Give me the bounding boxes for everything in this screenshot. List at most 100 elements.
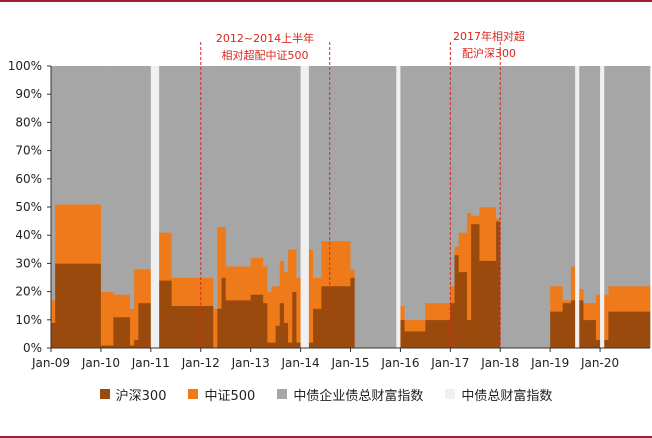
area-segment-zz500 xyxy=(466,212,472,321)
area-segment-corp xyxy=(529,66,534,349)
area-segment-corp xyxy=(59,66,64,205)
area-segment-corp xyxy=(204,66,210,278)
top-border xyxy=(0,0,652,2)
area-segment-zz500 xyxy=(629,285,651,312)
x-tick-label: Jan-14 xyxy=(281,356,320,370)
area-segment-corp xyxy=(171,66,177,278)
area-segment-corp xyxy=(242,66,247,267)
area-segment-total xyxy=(600,66,605,349)
legend-swatch-corp-bond xyxy=(277,389,288,399)
area-segment-hs300 xyxy=(437,319,443,349)
area-segment-zz500 xyxy=(321,240,326,287)
area-segment-hs300 xyxy=(425,319,430,349)
area-segment-zz500 xyxy=(625,285,630,312)
area-segment-corp xyxy=(425,66,430,304)
area-segment-corp xyxy=(512,66,518,349)
x-tick-label: Jan-18 xyxy=(480,356,519,370)
area-segment-hs300 xyxy=(138,302,143,349)
area-segment-corp xyxy=(321,66,326,242)
area-segment-hs300 xyxy=(184,305,189,349)
area-segment-zz500 xyxy=(288,249,293,343)
area-segment-corp xyxy=(292,66,297,250)
area-segment-corp xyxy=(375,66,380,349)
area-segment-hs300 xyxy=(579,300,584,349)
area-segment-hs300 xyxy=(67,263,73,349)
area-segment-zz500 xyxy=(113,294,118,318)
x-tick-label: Jan-11 xyxy=(131,356,170,370)
legend-label-total-bond: 中债总财富指数 xyxy=(461,388,553,404)
area-segment-zz500 xyxy=(204,277,210,306)
area-segment-corp xyxy=(229,66,235,267)
area-segment-zz500 xyxy=(134,269,139,340)
area-segment-hs300 xyxy=(450,302,455,349)
area-segment-hs300 xyxy=(620,311,626,349)
area-segment-corp xyxy=(246,66,252,267)
annotation-text-ann2: 配沪深300 xyxy=(462,46,516,60)
area-segment-zz500 xyxy=(213,308,218,349)
area-segment-corp xyxy=(167,66,172,233)
area-segment-hs300 xyxy=(75,263,81,349)
area-segment-hs300 xyxy=(587,319,593,349)
area-segment-hs300 xyxy=(317,308,322,349)
area-segment-hs300 xyxy=(471,223,476,349)
area-segment-hs300 xyxy=(167,280,172,349)
y-tick-label: 60% xyxy=(15,172,42,186)
area-segment-corp xyxy=(146,66,152,270)
area-segment-hs300 xyxy=(338,285,343,349)
area-segment-zz500 xyxy=(209,277,214,306)
area-segment-zz500 xyxy=(196,277,202,306)
area-segment-zz500 xyxy=(412,319,418,332)
area-segment-corp xyxy=(342,66,347,242)
area-segment-zz500 xyxy=(146,269,152,304)
area-segment-corp xyxy=(604,66,609,295)
legend: 沪深300 中证500 中债企业债总财富指数 中债总财富指数 xyxy=(0,384,652,404)
area-segment-zz500 xyxy=(229,266,235,301)
area-segment-corp xyxy=(209,66,214,278)
area-segment-zz500 xyxy=(421,319,426,332)
area-segment-corp xyxy=(417,66,422,321)
area-segment-zz500 xyxy=(105,291,110,346)
area-segment-hs300 xyxy=(275,325,281,349)
area-segment-corp xyxy=(159,66,164,233)
area-segment-zz500 xyxy=(279,260,285,304)
x-tick-label: Jan-17 xyxy=(430,356,469,370)
area-segment-hs300 xyxy=(51,322,56,349)
area-segment-corp xyxy=(346,66,351,242)
area-segment-zz500 xyxy=(163,232,168,281)
area-segment-corp xyxy=(629,66,651,287)
area-segment-corp xyxy=(362,66,368,349)
area-segment-zz500 xyxy=(55,204,60,264)
y-tick-label: 80% xyxy=(15,115,42,129)
area-segment-hs300 xyxy=(96,263,102,349)
area-segment-hs300 xyxy=(117,316,123,349)
area-segment-corp xyxy=(541,66,547,349)
area-segment-corp xyxy=(200,66,206,278)
area-segment-corp xyxy=(225,66,231,267)
area-segment-zz500 xyxy=(167,232,172,281)
area-segment-corp xyxy=(550,66,555,287)
area-segment-total xyxy=(396,66,401,349)
area-segment-zz500 xyxy=(408,319,414,332)
area-segment-hs300 xyxy=(175,305,181,349)
legend-swatch-total-bond xyxy=(445,389,456,399)
area-segment-corp xyxy=(263,66,268,267)
area-segment-hs300 xyxy=(71,263,77,349)
area-segment-zz500 xyxy=(96,204,102,264)
area-segment-corp xyxy=(184,66,189,278)
area-segment-corp xyxy=(558,66,563,287)
area-segment-zz500 xyxy=(71,204,77,264)
area-segment-zz500 xyxy=(583,302,588,321)
area-segment-zz500 xyxy=(317,277,322,309)
x-tick-label: Jan-12 xyxy=(181,356,220,370)
area-segment-zz500 xyxy=(188,277,193,306)
area-segment-corp xyxy=(433,66,439,304)
area-segment-hs300 xyxy=(458,271,464,349)
area-segment-zz500 xyxy=(462,232,468,273)
area-segment-zz500 xyxy=(200,277,206,306)
area-segment-corp xyxy=(217,66,222,228)
area-segment-corp xyxy=(437,66,443,304)
area-segment-corp xyxy=(475,66,480,216)
area-segment-corp xyxy=(63,66,68,205)
area-segment-hs300 xyxy=(279,302,285,349)
